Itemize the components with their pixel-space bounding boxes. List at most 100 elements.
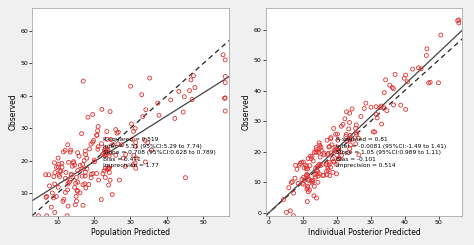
Point <box>118 143 126 147</box>
Point <box>287 209 294 213</box>
Point <box>132 156 140 160</box>
Point <box>390 87 397 91</box>
Point <box>307 154 314 158</box>
Point <box>83 167 91 171</box>
Point <box>332 132 339 136</box>
Point <box>139 115 146 119</box>
Point <box>455 21 463 25</box>
Point <box>346 111 354 115</box>
Point <box>87 142 95 146</box>
Point <box>78 167 86 171</box>
Point <box>337 150 345 154</box>
Point <box>325 145 333 149</box>
Point <box>74 169 82 172</box>
Point <box>324 153 332 157</box>
Point <box>221 74 229 78</box>
Point <box>130 154 137 158</box>
Point <box>46 184 53 188</box>
Point <box>326 145 333 148</box>
Point <box>311 173 319 177</box>
Point <box>310 184 318 188</box>
Point <box>67 148 74 152</box>
Point <box>107 137 115 141</box>
Point <box>392 73 399 76</box>
Point <box>69 164 76 168</box>
Point <box>305 177 313 181</box>
Point <box>47 205 55 209</box>
Point <box>91 160 99 164</box>
Point <box>86 147 93 151</box>
Point <box>58 165 66 169</box>
Point <box>390 103 397 107</box>
Point <box>380 106 388 110</box>
Point <box>427 80 434 84</box>
Point <box>116 178 123 182</box>
Point <box>60 150 67 154</box>
Point <box>73 189 81 193</box>
Point <box>56 170 64 173</box>
Point <box>455 18 463 22</box>
Point <box>155 113 163 117</box>
Point <box>171 116 179 120</box>
Point <box>89 140 97 144</box>
Point <box>84 115 91 119</box>
Point <box>304 174 312 178</box>
Point <box>146 76 154 80</box>
Point <box>339 122 347 126</box>
Point <box>345 127 353 131</box>
Point <box>303 200 311 204</box>
Point <box>68 172 75 176</box>
Point <box>103 130 110 134</box>
Point <box>348 137 356 141</box>
Point <box>382 78 389 82</box>
Point <box>314 180 322 184</box>
Point <box>293 167 301 171</box>
Point <box>343 133 350 136</box>
Point <box>355 136 362 140</box>
Point <box>330 160 337 164</box>
Point <box>333 162 340 166</box>
Point <box>353 123 360 127</box>
Point <box>42 173 49 177</box>
Point <box>115 130 122 134</box>
Point <box>53 165 60 169</box>
Point <box>95 178 102 182</box>
Point <box>51 161 58 165</box>
Point <box>82 174 89 178</box>
Point <box>221 109 229 113</box>
Point <box>154 101 162 105</box>
Point <box>142 160 149 164</box>
Point <box>402 108 410 111</box>
Point <box>144 141 152 145</box>
Point <box>310 159 317 163</box>
Point <box>304 167 311 171</box>
Point <box>51 210 58 214</box>
Point <box>304 186 311 190</box>
Point <box>80 79 87 83</box>
Point <box>148 148 155 152</box>
Point <box>315 141 323 145</box>
Point <box>309 178 317 182</box>
Point <box>71 163 79 167</box>
Point <box>99 172 107 176</box>
Point <box>102 153 110 157</box>
X-axis label: Individual Posterior Predicted: Individual Posterior Predicted <box>308 228 420 237</box>
Point <box>315 163 323 167</box>
Point <box>132 145 139 148</box>
Point <box>51 182 58 186</box>
Point <box>55 165 62 169</box>
Point <box>105 166 113 170</box>
Point <box>131 161 139 165</box>
Point <box>334 132 341 136</box>
Point <box>106 110 114 113</box>
Point <box>82 149 89 153</box>
Point <box>103 167 111 171</box>
Point <box>53 195 60 198</box>
Point <box>66 150 74 154</box>
Point <box>343 110 350 114</box>
Point <box>187 78 195 82</box>
Point <box>113 131 121 135</box>
Point <box>190 74 197 78</box>
Point <box>62 171 70 174</box>
Point <box>335 157 342 161</box>
